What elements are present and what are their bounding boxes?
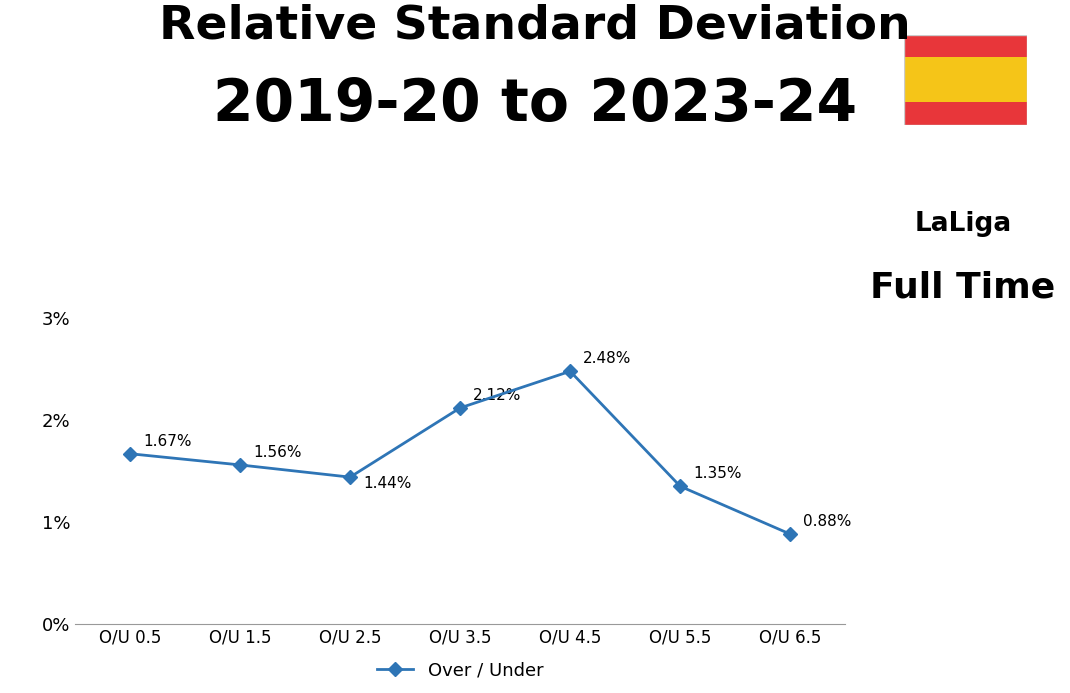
Text: 2.12%: 2.12% [473,388,522,403]
Text: Relative Standard Deviation: Relative Standard Deviation [159,3,911,49]
Text: 1.67%: 1.67% [143,434,192,448]
Bar [904,35,1027,58]
Legend: Over / Under: Over / Under [370,654,550,686]
Text: LaLiga: LaLiga [915,211,1011,238]
Text: 0.88%: 0.88% [804,514,852,529]
Text: 1.44%: 1.44% [363,476,412,491]
Bar [904,57,1027,102]
Text: 1.35%: 1.35% [693,466,742,481]
Text: 1.56%: 1.56% [254,445,302,460]
Text: 2019-20 to 2023-24: 2019-20 to 2023-24 [213,76,857,133]
Text: Full Time: Full Time [870,270,1056,304]
Text: 2.48%: 2.48% [583,351,631,366]
Bar [904,102,1027,125]
